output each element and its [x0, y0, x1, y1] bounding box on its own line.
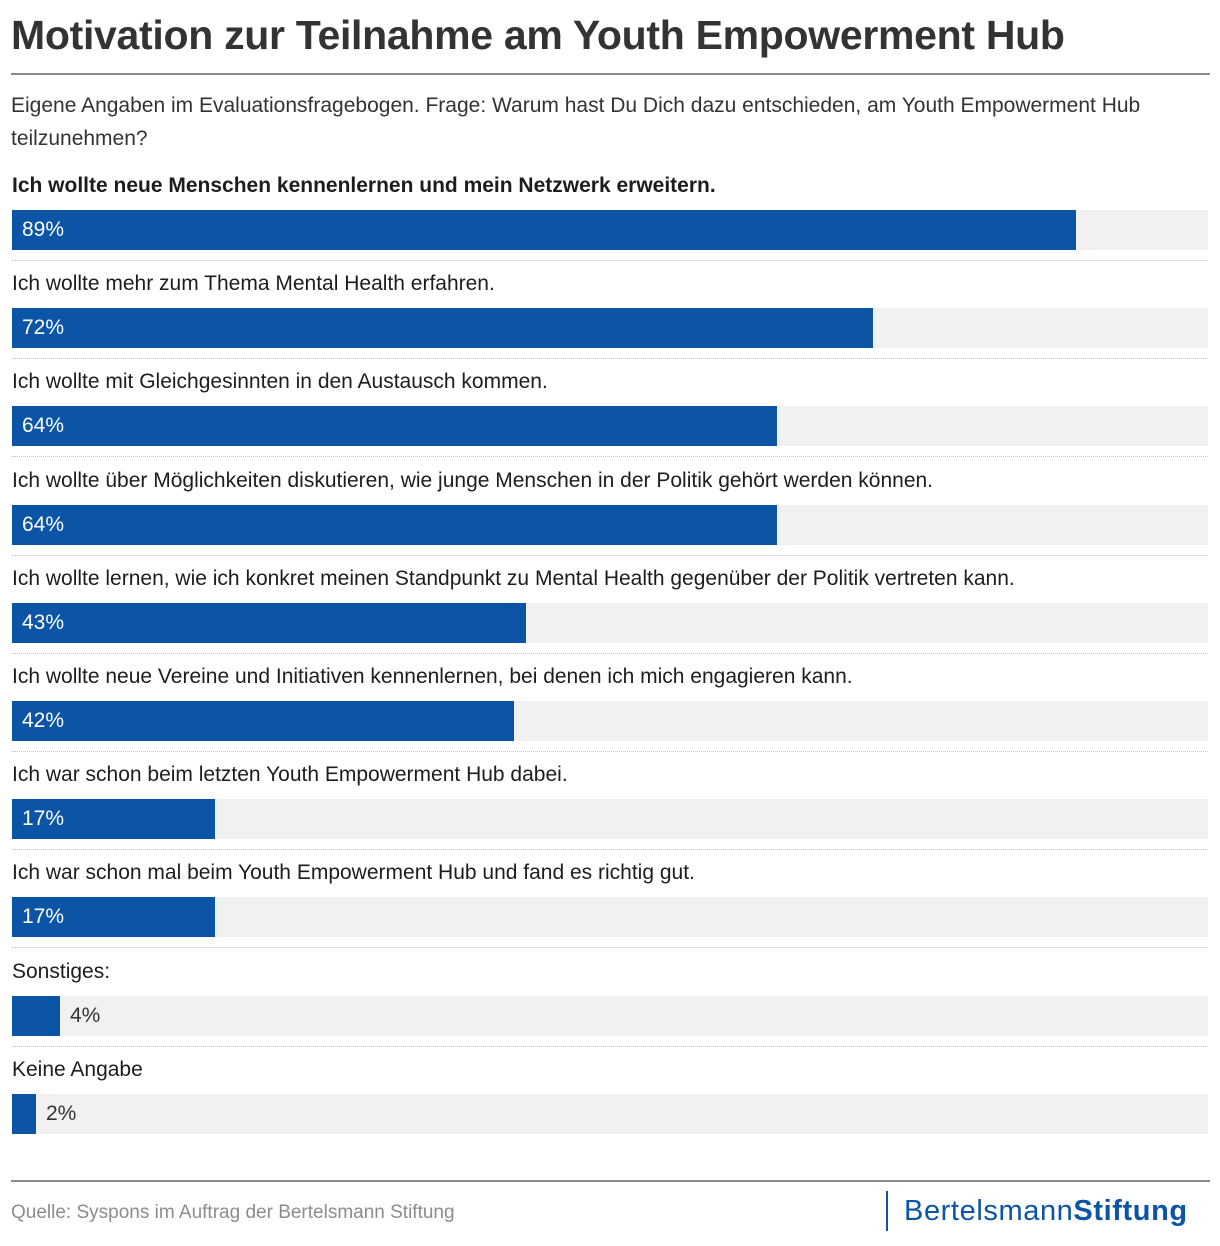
- bar: [12, 406, 777, 447]
- category-label: Ich wollte neue Vereine und Initiativen …: [12, 665, 853, 688]
- category-label: Ich wollte über Möglichkeiten diskutiere…: [12, 468, 934, 492]
- bar: [12, 1093, 36, 1134]
- value-label: 17%: [22, 807, 65, 831]
- bar-track: 43%: [12, 602, 1208, 643]
- row-divider: [12, 456, 1208, 458]
- logo-text-bertelsmann: Bertelsmann: [904, 1194, 1074, 1227]
- category-label: Ich wollte mit Gleichgesinnten in den Au…: [12, 370, 548, 394]
- bar: [12, 210, 1076, 250]
- bar-track: 2%: [12, 1093, 1208, 1134]
- bar: [12, 504, 777, 545]
- bertelsmann-stiftung-logo: BertelsmannStiftung: [886, 1191, 1188, 1231]
- bar-track: 64%: [12, 504, 1208, 545]
- value-label: 64%: [22, 414, 65, 438]
- footer-rule: [11, 1180, 1210, 1182]
- bar: [12, 995, 60, 1036]
- logo-wordmark: BertelsmannStiftung: [904, 1195, 1188, 1228]
- chart-subtitle: Eigene Angaben im Evaluationsfragebogen.…: [11, 94, 1141, 150]
- category-label: Sonstiges:: [12, 959, 111, 983]
- value-label: 17%: [22, 905, 65, 929]
- source-note: Quelle: Syspons im Auftrag der Bertelsma…: [11, 1202, 455, 1223]
- bar: [12, 701, 514, 741]
- bar-track: 17%: [12, 799, 1208, 840]
- category-label: Ich war schon beim letzten Youth Empower…: [12, 763, 568, 787]
- bar: [12, 602, 526, 643]
- bar-track: 64%: [12, 406, 1208, 447]
- row-divider: [12, 751, 1208, 752]
- row-divider: [12, 849, 1208, 851]
- row-divider: [12, 554, 1208, 556]
- bar: [12, 897, 215, 938]
- category-label: Keine Angabe: [12, 1057, 143, 1081]
- category-label: Ich wollte lernen, wie ich konkret meine…: [12, 566, 1015, 590]
- bar: [12, 308, 873, 349]
- row-divider: [12, 260, 1208, 261]
- logo-text-stiftung: Stiftung: [1073, 1194, 1188, 1227]
- title-rule: [11, 73, 1210, 75]
- category-label: Ich war schon mal beim Youth Empowerment…: [12, 861, 695, 885]
- value-label: 43%: [22, 610, 65, 634]
- bar-track: 72%: [12, 308, 1208, 349]
- value-label: 72%: [22, 316, 65, 340]
- value-label: 89%: [22, 218, 65, 241]
- bar-track: 4%: [12, 995, 1208, 1036]
- category-label: Ich wollte neue Menschen kennenlernen un…: [12, 174, 716, 197]
- row-divider: [12, 1045, 1208, 1047]
- logo-divider: [886, 1191, 888, 1231]
- bar: [12, 799, 215, 840]
- chart-title: Motivation zur Teilnahme am Youth Empowe…: [11, 12, 1065, 58]
- value-label: 42%: [22, 709, 65, 732]
- category-label: Ich wollte mehr zum Thema Mental Health …: [12, 272, 495, 296]
- row-divider: [12, 358, 1208, 360]
- row-divider: [12, 652, 1208, 654]
- bar-track: 17%: [12, 897, 1208, 938]
- value-label: 2%: [46, 1101, 77, 1125]
- bar-track: 89%: [12, 210, 1208, 250]
- bar-track: 42%: [12, 701, 1208, 741]
- value-label: 4%: [70, 1003, 101, 1027]
- value-label: 64%: [22, 512, 65, 536]
- row-divider: [12, 947, 1208, 949]
